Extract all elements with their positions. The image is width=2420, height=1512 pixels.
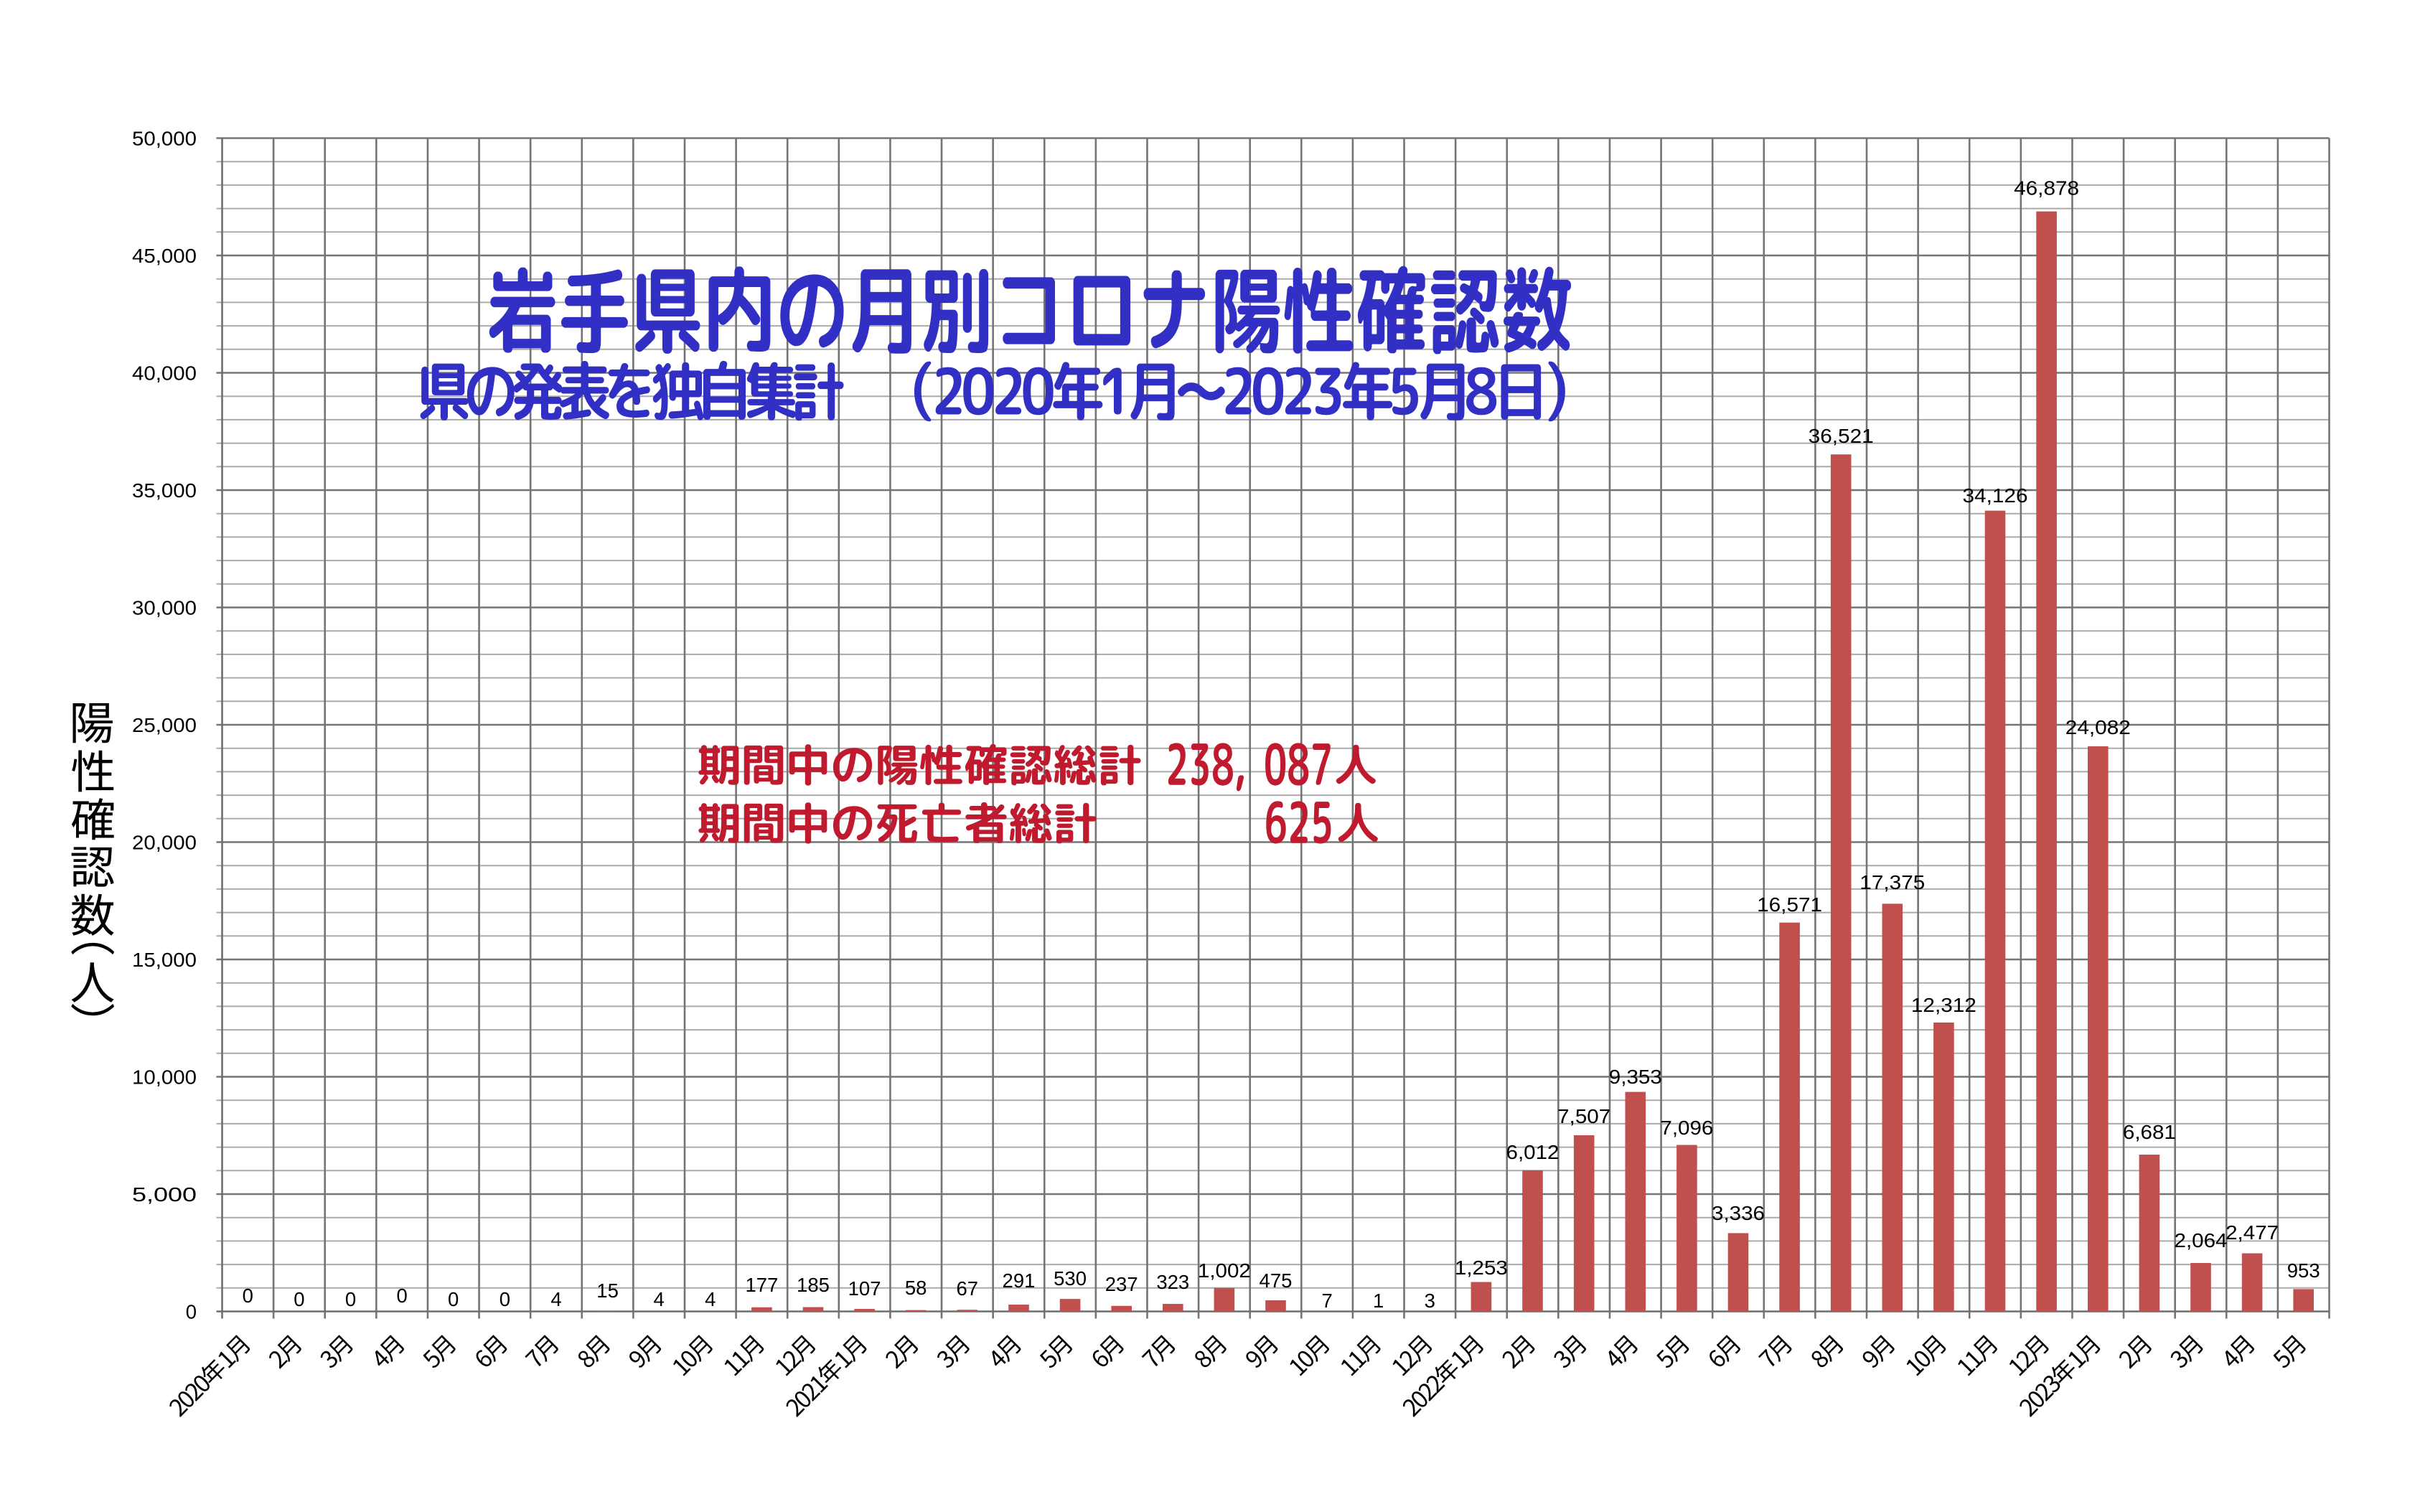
svg-text:67: 67 <box>957 1277 979 1300</box>
svg-text:0: 0 <box>294 1288 304 1310</box>
svg-text:2,064: 2,064 <box>2175 1229 2228 1252</box>
svg-text:36,521: 36,521 <box>1809 425 1874 447</box>
svg-text:6,012: 6,012 <box>1506 1141 1560 1163</box>
svg-text:16,571: 16,571 <box>1757 893 1822 916</box>
svg-text:185: 185 <box>797 1274 830 1296</box>
svg-text:34,126: 34,126 <box>1963 484 2028 507</box>
svg-text:50,000: 50,000 <box>132 128 197 150</box>
svg-text:530: 530 <box>1054 1267 1087 1290</box>
svg-text:3,336: 3,336 <box>1712 1202 1765 1224</box>
svg-text:15,000: 15,000 <box>132 949 197 971</box>
svg-text:30,000: 30,000 <box>132 597 197 619</box>
svg-text:1: 1 <box>1373 1290 1384 1312</box>
svg-text:475: 475 <box>1260 1269 1293 1292</box>
svg-text:7: 7 <box>1321 1290 1332 1312</box>
svg-text:20,000: 20,000 <box>132 832 197 854</box>
svg-text:0: 0 <box>500 1288 510 1310</box>
svg-text:15: 15 <box>596 1279 619 1302</box>
svg-text:237: 237 <box>1105 1273 1138 1295</box>
svg-text:58: 58 <box>905 1277 927 1299</box>
svg-text:0: 0 <box>396 1285 407 1307</box>
svg-text:46,878: 46,878 <box>2014 177 2079 199</box>
svg-text:7,507: 7,507 <box>1557 1105 1610 1127</box>
svg-text:0: 0 <box>448 1288 459 1310</box>
svg-text:7,096: 7,096 <box>1660 1117 1713 1139</box>
svg-text:107: 107 <box>848 1277 881 1300</box>
svg-text:953: 953 <box>2287 1259 2320 1282</box>
svg-text:4: 4 <box>654 1288 665 1310</box>
svg-text:323: 323 <box>1156 1271 1189 1293</box>
svg-text:6,681: 6,681 <box>2123 1121 2176 1143</box>
svg-text:40,000: 40,000 <box>132 362 197 385</box>
svg-text:12,312: 12,312 <box>1911 994 1976 1016</box>
svg-text:3: 3 <box>1425 1290 1435 1312</box>
svg-text:25,000: 25,000 <box>132 714 197 736</box>
svg-text:0: 0 <box>345 1288 356 1310</box>
svg-text:4: 4 <box>550 1288 561 1310</box>
svg-text:1,253: 1,253 <box>1455 1257 1508 1279</box>
svg-text:9,353: 9,353 <box>1609 1066 1662 1088</box>
svg-text:1,002: 1,002 <box>1198 1259 1251 1282</box>
svg-text:0: 0 <box>243 1285 253 1307</box>
svg-text:2,477: 2,477 <box>2226 1221 2279 1244</box>
svg-text:177: 177 <box>745 1274 778 1296</box>
svg-text:35,000: 35,000 <box>132 479 197 502</box>
svg-text:5,000: 5,000 <box>132 1183 197 1206</box>
svg-text:17,375: 17,375 <box>1859 871 1925 893</box>
svg-text:4: 4 <box>705 1288 716 1310</box>
svg-text:0: 0 <box>186 1301 197 1323</box>
svg-text:45,000: 45,000 <box>132 245 197 267</box>
svg-text:10,000: 10,000 <box>132 1066 197 1089</box>
svg-text:291: 291 <box>1003 1269 1036 1292</box>
svg-text:24,082: 24,082 <box>2065 716 2131 738</box>
